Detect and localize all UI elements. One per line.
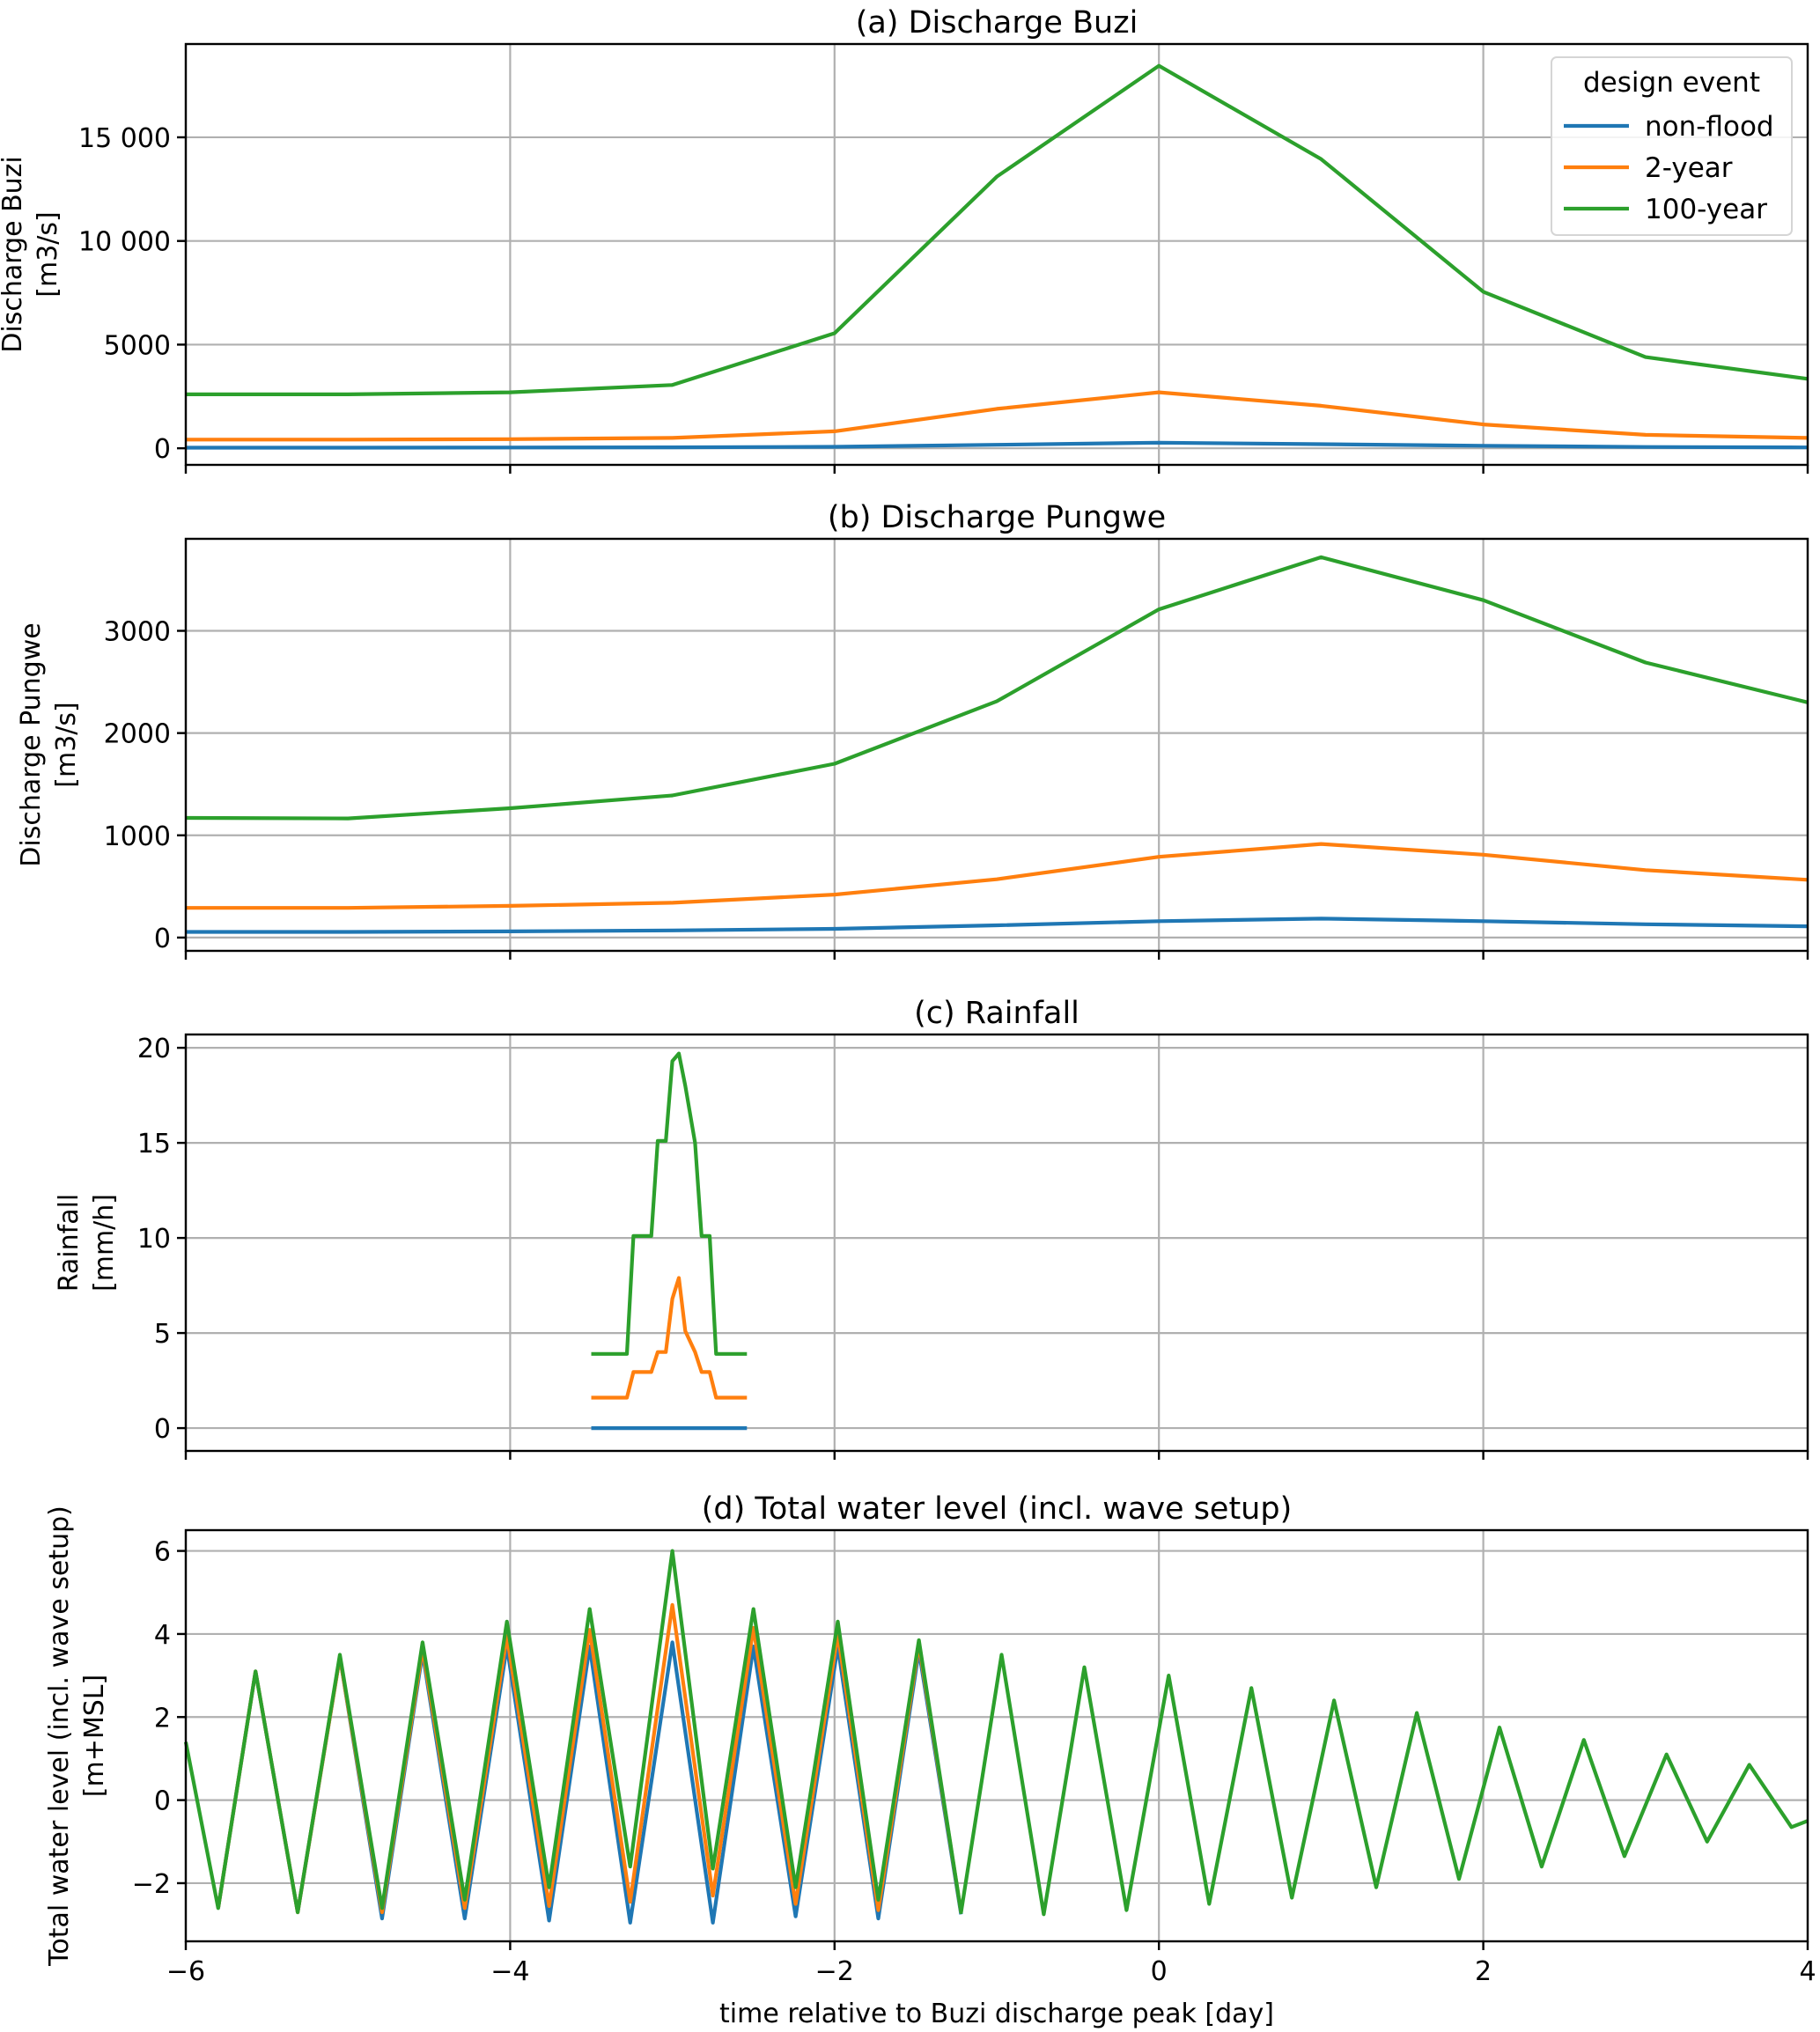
y-axis-label-line: [m3/s]	[51, 702, 82, 787]
y-axis-label-line: Discharge Buzi	[0, 156, 28, 352]
y-axis-label: Discharge Buzi [m3/s]	[0, 156, 63, 352]
y-axis-label: Rainfall [mm/h]	[54, 1194, 120, 1292]
y-tick-label: 15 000	[78, 123, 171, 154]
legend-entry-100-year: 100-year	[1645, 194, 1767, 225]
y-tick-label: 2	[154, 1703, 171, 1734]
series-line-100-year	[185, 555, 1809, 821]
x-tick-label: −4	[490, 1956, 529, 1987]
y-axis-label: Discharge Pungwe [m3/s]	[16, 622, 82, 866]
series-line-2-year	[186, 390, 1809, 442]
x-tick-label: 2	[1475, 1956, 1492, 1987]
y-tick-label: 5	[154, 1319, 171, 1350]
y-axis-label-line: Rainfall	[54, 1194, 85, 1292]
y-tick-label: −2	[132, 1869, 171, 1900]
panel-rainfall: 0 5 10 15 20 (c) Rainfall Rainfall [mm/h]	[54, 996, 1809, 1460]
y-tick-label: 1000	[104, 821, 171, 852]
y-tick-label: 0	[154, 1786, 171, 1817]
y-tick-label: 10	[137, 1224, 171, 1255]
y-axis-label-line: [mm/h]	[89, 1194, 120, 1292]
x-tick-label: −6	[166, 1956, 205, 1987]
legend-box	[1551, 56, 1793, 236]
plot-frame	[184, 1033, 1809, 1453]
panel-title: (d) Total water level (incl. wave setup)	[702, 1491, 1293, 1527]
panel-title: (b) Discharge Pungwe	[828, 500, 1166, 535]
y-axis-label-line: Discharge Pungwe	[16, 622, 47, 866]
legend-entry-non-flood: non-flood	[1645, 111, 1774, 143]
y-axis-label-line: Total water level (incl. wave setup)	[44, 1506, 75, 1967]
panel-title: (c) Rainfall	[914, 996, 1079, 1031]
legend-entry-2-year: 2-year	[1645, 152, 1733, 184]
y-tick-label: 2000	[104, 719, 171, 750]
panel-discharge-pungwe: 0 1000 2000 3000 (b) Discharge Pungwe Dischar…	[16, 500, 1809, 960]
series-line-100-year	[186, 63, 1809, 396]
x-tick-label: −2	[815, 1956, 854, 1987]
y-tick-label: 0	[154, 924, 171, 954]
x-axis-label: time relative to Buzi discharge peak [da…	[719, 1999, 1274, 2029]
y-tick-label: 6	[154, 1537, 171, 1568]
series-line-2-year	[591, 1276, 748, 1400]
y-tick-label: 5000	[104, 330, 171, 361]
plot-frame	[184, 1528, 1809, 1943]
y-tick-label: 0	[154, 1414, 171, 1445]
y-tick-label: 10 000	[78, 227, 171, 258]
series-line-100-year	[183, 1549, 1809, 1917]
y-tick-label: 20	[137, 1034, 171, 1064]
y-tick-label: 0	[154, 434, 171, 465]
y-axis-label: Total water level (incl. wave setup) [m+M…	[44, 1506, 110, 1967]
panel-title: (a) Discharge Buzi	[856, 5, 1138, 40]
y-tick-label: 3000	[104, 617, 171, 648]
series-line-100-year	[591, 1051, 748, 1356]
legend: design event non-flood 2-year 100-year	[1551, 56, 1793, 236]
panel-total-water-level: −6 −4 −2 0 2 4 −2 0 2 4 6 (d) Total water level (in…	[44, 1491, 1816, 2029]
x-tick-label: 4	[1799, 1956, 1816, 1987]
series-line-non-flood	[186, 917, 1809, 934]
y-tick-label: 15	[137, 1129, 171, 1160]
series-line-2-year	[186, 842, 1809, 910]
series-line-non-flood	[216, 1640, 963, 1925]
y-axis-label-line: [m+MSL]	[79, 1675, 110, 1797]
x-tick-label: 0	[1151, 1956, 1168, 1987]
panel-discharge-buzi: 0 5000 10 000 15 000 (a) Discharge Buzi Disch…	[0, 5, 1809, 474]
series-line-non-flood	[186, 440, 1809, 450]
plot-frame	[184, 42, 1809, 467]
legend-title: design event	[1583, 67, 1760, 99]
y-tick-label: 4	[154, 1620, 171, 1651]
plot-frame	[184, 537, 1809, 953]
y-axis-label-line: [m3/s]	[33, 211, 63, 297]
